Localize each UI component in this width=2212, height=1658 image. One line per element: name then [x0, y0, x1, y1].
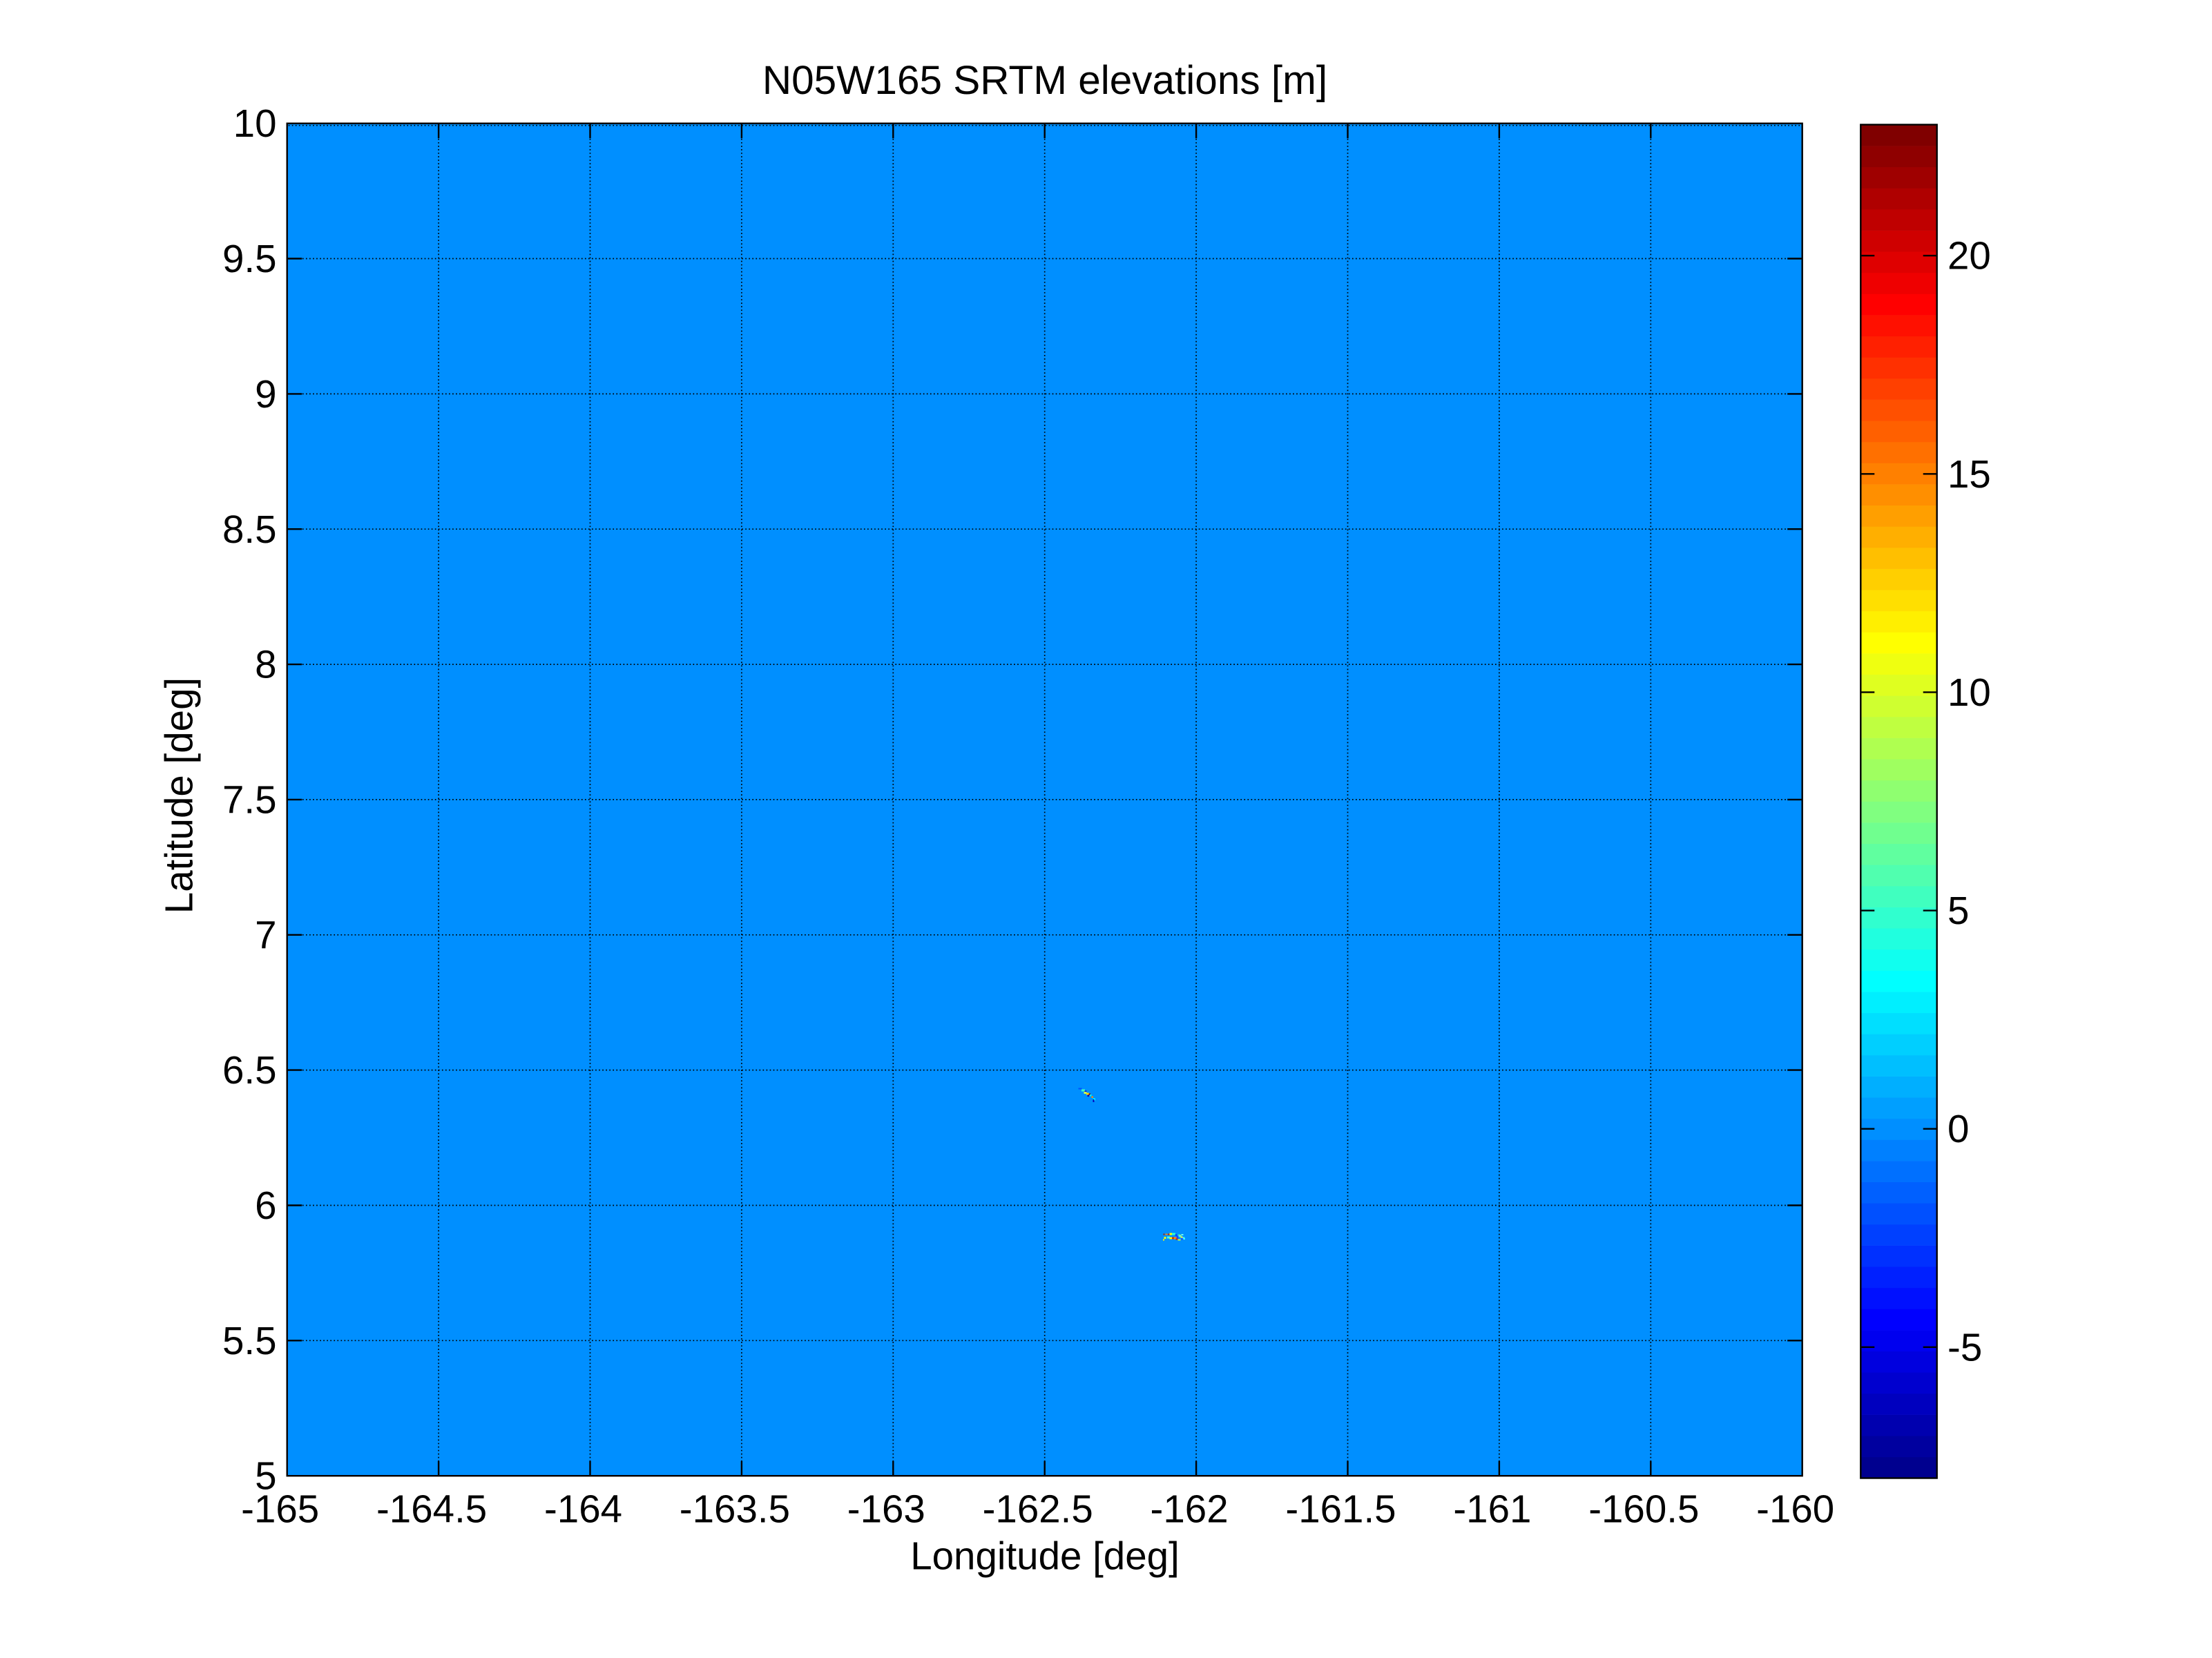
svg-text:10: 10	[233, 102, 277, 145]
svg-text:15: 15	[1947, 452, 1991, 496]
svg-text:Longitude [deg]: Longitude [deg]	[910, 1534, 1180, 1578]
svg-text:9.5: 9.5	[222, 237, 277, 280]
svg-text:9: 9	[255, 372, 276, 416]
svg-text:-165: -165	[241, 1487, 319, 1531]
svg-text:6.5: 6.5	[222, 1048, 277, 1092]
svg-text:8.5: 8.5	[222, 508, 277, 551]
svg-text:8: 8	[255, 643, 276, 686]
svg-text:-163.5: -163.5	[680, 1487, 790, 1531]
svg-text:5.5: 5.5	[222, 1319, 277, 1362]
svg-text:20: 20	[1947, 234, 1991, 278]
svg-text:-161: -161	[1453, 1487, 1531, 1531]
svg-text:6: 6	[255, 1184, 276, 1227]
svg-text:-164: -164	[544, 1487, 622, 1531]
svg-text:7.5: 7.5	[222, 778, 277, 821]
svg-text:-5: -5	[1947, 1325, 1982, 1369]
svg-text:0: 0	[1947, 1107, 1969, 1150]
svg-text:-160.5: -160.5	[1588, 1487, 1699, 1531]
svg-text:5: 5	[1947, 889, 1969, 932]
svg-text:10: 10	[1947, 671, 1991, 714]
svg-text:Latitude [deg]: Latitude [deg]	[157, 677, 201, 914]
svg-text:N05W165 SRTM elevations [m]: N05W165 SRTM elevations [m]	[762, 58, 1327, 103]
svg-text:-163: -163	[847, 1487, 925, 1531]
svg-text:7: 7	[255, 913, 276, 956]
svg-text:-162: -162	[1151, 1487, 1229, 1531]
svg-text:-160: -160	[1756, 1487, 1834, 1531]
svg-text:-164.5: -164.5	[376, 1487, 487, 1531]
svg-text:-162.5: -162.5	[983, 1487, 1093, 1531]
svg-text:-161.5: -161.5	[1285, 1487, 1396, 1531]
svg-text:5: 5	[255, 1454, 276, 1498]
